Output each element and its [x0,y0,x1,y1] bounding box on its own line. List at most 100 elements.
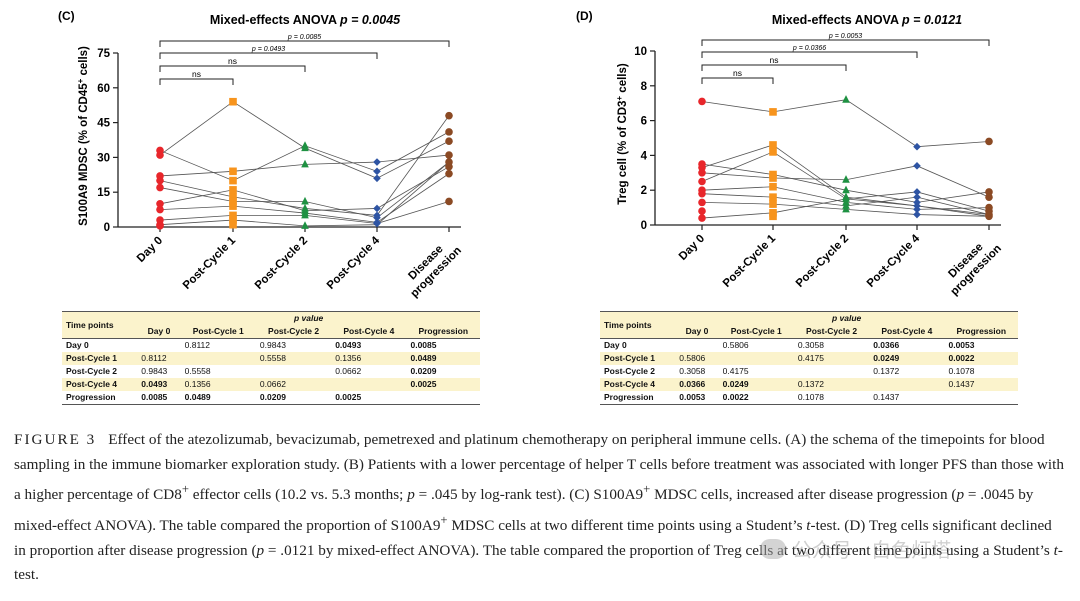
bracket-label: p = 0.0053 [828,33,862,40]
data-point [769,200,777,208]
x-tick-label: Post-Cycle 1 [721,232,779,290]
table-cell [869,378,945,391]
table-column-header: Post-Cycle 2 [255,325,332,339]
table-cell: 0.0053 [675,391,719,405]
watermark-text: 公众号 · 白色灯塔 [792,538,952,562]
table-cell [180,352,256,365]
data-point [445,111,453,120]
significance-bracket [159,65,306,72]
data-point [229,197,237,206]
data-point [229,193,237,201]
table-column-header: Post-Cycle 4 [869,325,945,339]
bracket-label: p = 0.0085 [287,34,321,41]
table-cell [331,378,407,391]
table-cell [718,352,794,365]
table-cell [137,339,180,353]
data-point [229,167,237,176]
data-point [985,212,993,221]
data-point [156,151,164,159]
table-cell: 0.0366 [873,340,900,350]
chart-title: Mixed-effects ANOVA p = 0.0045 [210,13,401,27]
table-cell: 0.0025 [406,378,480,391]
data-point [985,137,993,146]
panel-label: (D) [576,9,593,23]
data-point [913,142,921,151]
table-cell: 0.1437 [944,378,1018,391]
data-point [698,207,706,215]
data-point [229,216,237,224]
panel-d: (D) Mixed-effects ANOVA p = 0.0121 p = 0.0… [540,0,1080,410]
x-tick-label: Post-Cycle 1 [181,234,239,292]
table-row-header: Progression [600,391,676,405]
table-row: Post-Cycle 2 0.3058 0.4175 0.1372 0.1078 [600,365,1018,378]
p-value-table: Time points p value Day 0 Post-Cycle 1 Post-… [62,311,480,405]
table-cell: 0.5806 [722,340,749,350]
table-cell: 0.0489 [180,391,256,405]
table-row: Post-Cycle 4 0.0366 0.0249 0.1372 0.1437 [600,378,1018,391]
table-cell: 0.0489 [406,352,480,365]
data-point [373,204,381,213]
data-point [698,169,706,177]
table-column-header: Progression [406,325,480,339]
figure-caption: FIGURE 3 Effect of the atezolizumab, beva… [14,428,1066,588]
table-cell: 0.8112 [137,352,181,365]
table-column-header: Day 0 [137,325,181,339]
table-cell: 0.0209 [255,391,332,405]
table-row-header: Post-Cycle 4 [600,378,676,391]
data-point [229,220,237,229]
table-cell [406,391,480,405]
table-cell [256,365,331,378]
significance-bracket [701,39,990,46]
data-point [445,169,453,178]
table-cell: 0.4175 [722,366,749,376]
y-tick-label: 45 [97,118,110,130]
data-point [913,162,921,170]
table-row: Progression 0.0085 0.0489 0.0209 0.0025 [62,391,480,405]
y-axis-label: Treg cell (% of CD3+ cells) [615,63,630,205]
table-row: Post-Cycle 1 0.8112 0.5558 0.1356 0.0489 [62,352,480,365]
table-row-header: Day 0 [66,340,89,350]
figure-label: FIGURE 3 [14,431,97,448]
table-cell: 0.1372 [793,378,870,391]
y-tick-label: 4 [641,150,648,162]
table-column-header: Progression [944,325,1018,339]
table-row-header: Post-Cycle 2 [66,366,118,376]
y-tick-label: 2 [641,185,647,197]
table-cell: 0.8112 [184,340,211,350]
table-cell: 0.1078 [793,391,870,405]
y-axis-label: S100A9 MDSC (% of CD45+ cells) [76,46,91,226]
table-cell: 0.1356 [180,378,256,391]
table-header-p-value: p value [137,311,480,325]
data-point [769,148,777,156]
table-cell: 0.3058 [797,340,824,350]
table-cell: 0.0493 [335,340,362,350]
data-point [842,95,850,103]
data-point [229,202,237,210]
table-cell: 0.9843 [259,340,286,350]
table-header-p-value: p value [675,311,1018,325]
bracket-label: p = 0.0366 [792,45,826,52]
bracket-label: ns [228,56,237,66]
table-row: Progression 0.0053 0.0022 0.1078 0.1437 [600,391,1018,405]
x-tick-label-group: Post-Cycle 1 [181,234,239,292]
x-tick-label-group: Post-Cycle 4 [865,232,923,290]
data-point [373,174,381,183]
caption-text: Effect of the atezolizumab, bevacizumab,… [14,431,1064,584]
data-point [698,163,706,172]
table-cell: 0.0025 [331,391,407,405]
data-point [913,210,921,219]
x-tick-label-group: Day 0 [677,233,707,263]
wechat-icon [760,538,786,559]
table-cell: 0.5806 [675,352,719,365]
x-tick-label: Post-Cycle 2 [253,235,310,292]
table-cell: 0.0493 [137,378,181,391]
x-tick-label: Post-Cycle 2 [794,233,851,290]
table-cell: 0.0085 [137,391,181,405]
table-cell: 0.9843 [141,366,168,376]
subject-line [701,99,990,148]
p-value-table: Time points p value Day 0 Post-Cycle 1 Post-… [600,311,1018,405]
x-tick-label-group: Post-Cycle 1 [721,232,779,290]
y-tick-label: 6 [641,116,647,128]
data-point [229,186,237,194]
